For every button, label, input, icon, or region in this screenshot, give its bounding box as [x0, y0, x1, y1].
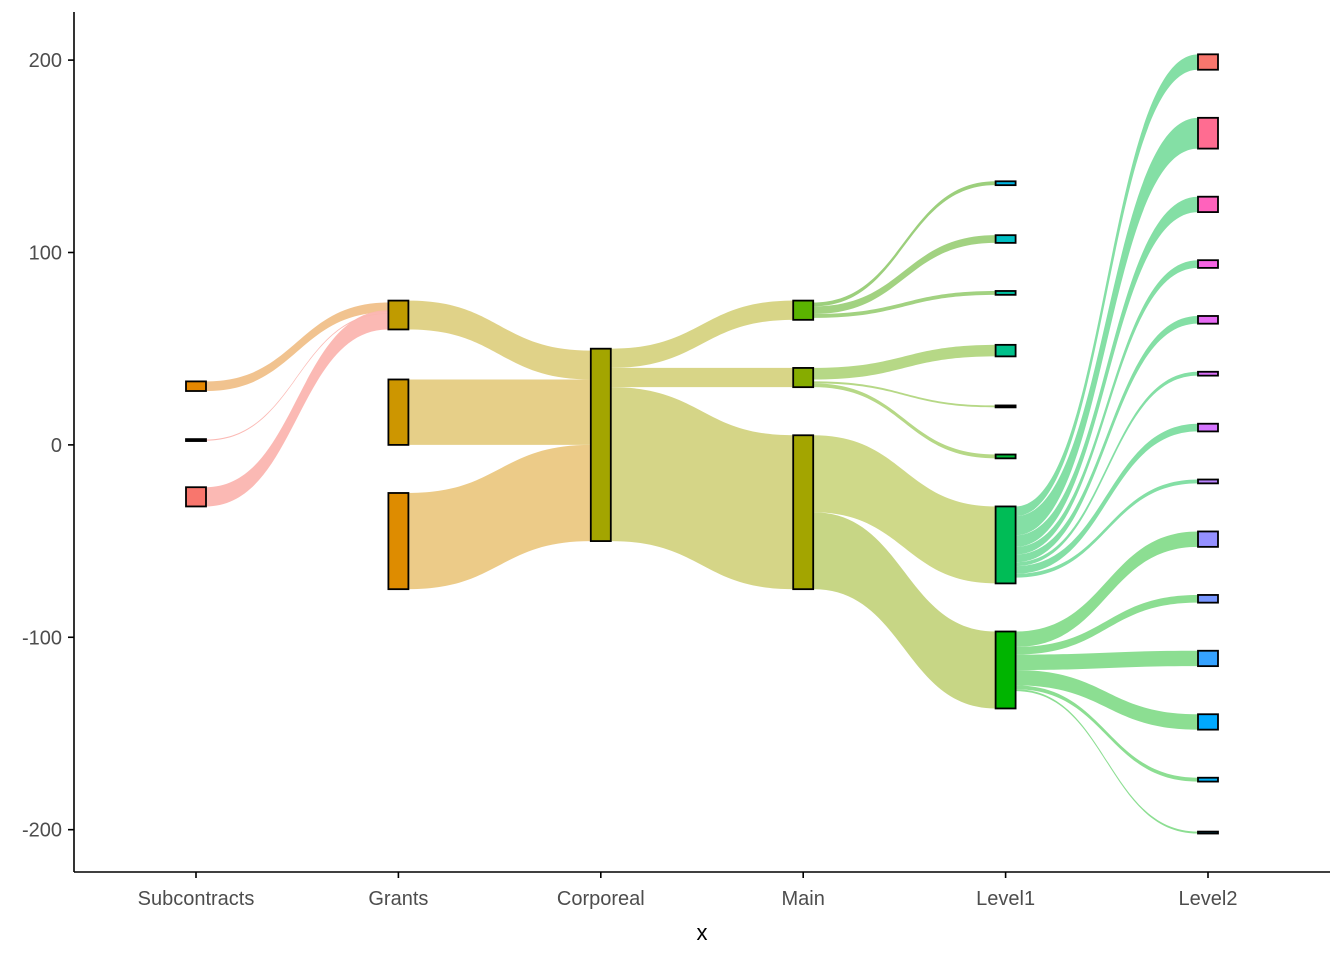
y-tick-label: 0 [51, 435, 62, 457]
flow-band-22 [1015, 315, 1198, 563]
node-l2n [1197, 830, 1219, 835]
node-l1h [994, 630, 1017, 710]
x-tick-label-corporeal: Corporeal [557, 888, 645, 910]
flow-band-9 [610, 387, 794, 590]
node-s2 [185, 438, 207, 442]
flows-layer [206, 54, 1198, 834]
flow-band-20 [1015, 196, 1198, 547]
node-l2i [1197, 530, 1219, 548]
node-g1 [387, 299, 410, 331]
flow-band-30 [1015, 685, 1198, 782]
node-l1c [994, 290, 1017, 296]
y-tick-label: -100 [22, 627, 62, 649]
flow-band-17 [813, 512, 996, 709]
y-tick-label: 200 [29, 50, 62, 72]
flow-band-1 [206, 302, 389, 392]
node-l2a [1197, 53, 1219, 71]
x-axis-title: x [697, 920, 708, 945]
node-l2b [1197, 116, 1219, 150]
flow-band-12 [813, 290, 996, 318]
y-tick-label: -200 [22, 820, 62, 842]
x-tick-label-main: Main [782, 888, 825, 910]
node-s1 [185, 380, 207, 392]
x-axis-ticks: Subcontracts Grants Corporeal Main Level1 Lev… [138, 872, 1238, 910]
y-tick-label: 100 [29, 242, 62, 264]
node-l1b [994, 234, 1017, 244]
flow-band-31 [1015, 689, 1198, 834]
nodes-layer [185, 53, 1219, 835]
node-m3 [792, 434, 815, 591]
flow-band-7 [610, 300, 794, 368]
x-tick-label-level1: Level1 [976, 888, 1035, 910]
flow-band-19 [1015, 117, 1198, 536]
node-l2k [1197, 649, 1219, 668]
node-l1d [994, 343, 1017, 358]
flow-band-18 [1015, 54, 1198, 517]
node-l1f [994, 453, 1017, 460]
node-l2m [1197, 776, 1219, 783]
node-g2 [387, 378, 410, 446]
node-m2 [792, 367, 815, 389]
flow-band-6 [408, 444, 591, 590]
node-g3 [387, 492, 410, 591]
flow-band-5 [408, 379, 591, 445]
flow-band-15 [813, 383, 996, 459]
flow-band-21 [1015, 260, 1198, 555]
flow-band-27 [1015, 594, 1198, 655]
node-s3 [185, 486, 207, 508]
node-l2d [1197, 259, 1219, 269]
node-l2j [1197, 594, 1219, 604]
flow-band-29 [1015, 669, 1198, 730]
flow-band-26 [1015, 531, 1198, 647]
node-c1 [589, 347, 612, 542]
flow-band-8 [610, 367, 794, 388]
flow-band-10 [813, 181, 996, 307]
flow-band-2 [206, 312, 389, 441]
node-l2e [1197, 315, 1219, 325]
flow-band-28 [1015, 650, 1198, 670]
x-tick-label-subcontracts: Subcontracts [138, 888, 255, 910]
node-l2g [1197, 422, 1219, 433]
axes-layer [73, 12, 1330, 873]
node-l2c [1197, 195, 1219, 213]
flow-band-13 [813, 344, 996, 380]
node-l2h [1197, 478, 1219, 485]
flow-band-24 [1015, 423, 1198, 574]
flow-band-11 [813, 235, 996, 315]
flow-band-4 [408, 300, 591, 380]
flow-band-23 [1015, 371, 1198, 567]
node-l1e [994, 404, 1017, 409]
node-l2l [1197, 713, 1219, 731]
node-l1a [994, 180, 1017, 187]
y-axis-ticks: 200 100 0 -100 -200 [22, 50, 74, 842]
x-tick-label-level2: Level2 [1179, 888, 1238, 910]
node-m1 [792, 299, 815, 321]
x-tick-label-grants: Grants [368, 888, 428, 910]
flow-band-16 [813, 435, 996, 584]
flow-band-14 [813, 381, 996, 408]
node-l1g [994, 505, 1017, 585]
flow-band-25 [1015, 479, 1198, 578]
node-l2f [1197, 370, 1219, 377]
flow-band-3 [206, 310, 389, 507]
